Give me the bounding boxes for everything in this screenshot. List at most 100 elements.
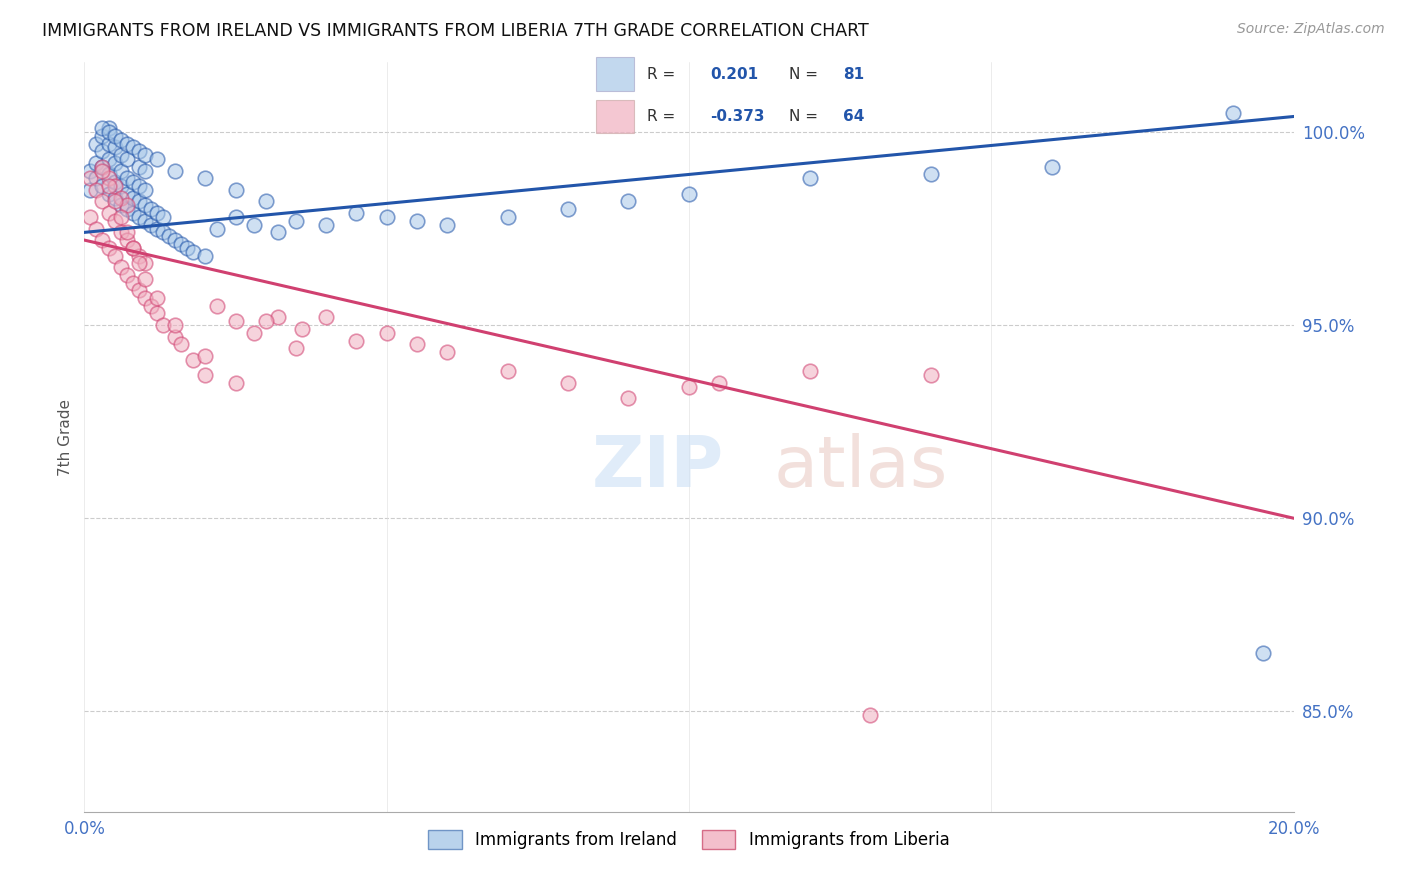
Point: [134, 256, 156, 270]
Point: [678, 186, 700, 201]
Point: [115, 152, 138, 166]
Point: [436, 218, 458, 232]
Point: [104, 175, 127, 189]
Point: [346, 206, 368, 220]
Point: [86, 171, 108, 186]
Point: [225, 210, 247, 224]
Point: [207, 221, 229, 235]
Point: [225, 376, 247, 390]
Point: [225, 183, 247, 197]
Point: [115, 198, 138, 212]
Point: [146, 306, 169, 320]
Point: [128, 283, 150, 297]
Point: [79, 183, 101, 197]
Point: [110, 191, 132, 205]
Point: [97, 241, 120, 255]
Point: [110, 260, 132, 274]
Point: [97, 179, 120, 194]
Point: [97, 186, 120, 201]
Legend: Immigrants from Ireland, Immigrants from Liberia: Immigrants from Ireland, Immigrants from…: [422, 823, 956, 855]
Point: [242, 326, 264, 340]
Point: [128, 145, 150, 159]
Point: [104, 128, 127, 143]
Point: [267, 310, 290, 325]
Point: [859, 708, 882, 723]
Point: [97, 125, 120, 139]
Point: [115, 268, 138, 282]
Point: [91, 163, 114, 178]
Point: [709, 376, 731, 390]
Point: [134, 148, 156, 162]
Point: [115, 233, 138, 247]
Y-axis label: 7th Grade: 7th Grade: [58, 399, 73, 475]
Point: [315, 218, 337, 232]
Point: [104, 191, 127, 205]
Point: [254, 194, 277, 209]
Point: [115, 186, 138, 201]
Text: ZIP: ZIP: [592, 433, 724, 501]
Point: [557, 376, 579, 390]
Point: [97, 136, 120, 151]
Point: [104, 156, 127, 170]
Point: [139, 299, 162, 313]
Point: [207, 299, 229, 313]
Point: [165, 163, 187, 178]
Text: 0.201: 0.201: [710, 67, 758, 82]
Point: [110, 163, 132, 178]
Text: N =: N =: [789, 109, 818, 124]
Point: [97, 168, 120, 182]
Point: [91, 128, 114, 143]
Point: [91, 121, 114, 136]
Point: [91, 160, 114, 174]
Point: [79, 163, 101, 178]
Point: [134, 163, 156, 178]
Point: [285, 341, 308, 355]
Point: [146, 221, 169, 235]
Point: [115, 226, 138, 240]
Point: [121, 241, 143, 255]
Point: [115, 136, 138, 151]
Point: [176, 241, 198, 255]
Point: [134, 183, 156, 197]
Point: [79, 210, 101, 224]
Text: R =: R =: [647, 109, 675, 124]
Point: [110, 133, 132, 147]
Point: [146, 206, 169, 220]
Point: [496, 210, 519, 224]
Point: [678, 380, 700, 394]
Point: [121, 191, 143, 205]
Point: [121, 276, 143, 290]
Point: [267, 226, 290, 240]
Point: [115, 202, 138, 217]
Point: [617, 194, 640, 209]
Point: [97, 206, 120, 220]
Point: [128, 194, 150, 209]
Point: [285, 214, 308, 228]
Point: [194, 349, 217, 363]
Point: [920, 168, 942, 182]
Point: [110, 226, 132, 240]
Text: 81: 81: [844, 67, 865, 82]
Text: N =: N =: [789, 67, 818, 82]
Point: [146, 291, 169, 305]
Point: [165, 329, 187, 343]
Point: [121, 175, 143, 189]
Point: [146, 152, 169, 166]
Point: [170, 337, 193, 351]
Point: [121, 140, 143, 154]
Point: [157, 229, 180, 244]
Point: [91, 145, 114, 159]
Point: [110, 198, 132, 212]
Point: [496, 364, 519, 378]
Point: [104, 140, 127, 154]
Point: [128, 248, 150, 262]
Point: [86, 221, 108, 235]
FancyBboxPatch shape: [596, 57, 634, 91]
Point: [104, 214, 127, 228]
Point: [1040, 160, 1063, 174]
Point: [254, 314, 277, 328]
Point: [1222, 105, 1244, 120]
Point: [115, 171, 138, 186]
Point: [104, 248, 127, 262]
Point: [1253, 646, 1275, 660]
